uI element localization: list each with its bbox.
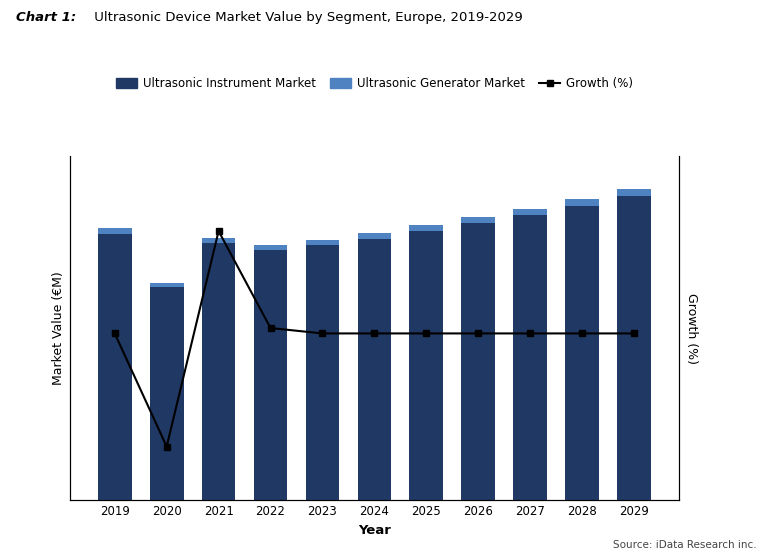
Growth (%) [370,330,379,337]
Bar [306,245,339,500]
Bar [566,199,599,206]
Growth (%) [317,330,327,337]
Bar [150,287,183,500]
Text: Source: iData Research inc.: Source: iData Research inc. [613,540,757,550]
Bar [617,189,651,196]
Growth (%) [629,330,639,337]
Bar [513,215,547,500]
X-axis label: Year: Year [358,524,391,537]
Y-axis label: Growth (%): Growth (%) [685,292,698,364]
Line: Growth (%): Growth (%) [112,228,637,450]
Growth (%) [266,325,275,331]
Bar [462,223,495,500]
Legend: Ultrasonic Instrument Market, Ultrasonic Generator Market, Growth (%): Ultrasonic Instrument Market, Ultrasonic… [111,73,638,95]
Bar [202,238,236,244]
Bar [98,229,132,234]
Bar [410,231,443,500]
Growth (%) [473,330,483,337]
Growth (%) [110,330,119,337]
Bar [357,239,392,500]
Growth (%) [162,443,172,450]
Growth (%) [577,330,587,337]
Text: Chart 1:: Chart 1: [16,11,76,24]
Growth (%) [422,330,431,337]
Bar [202,244,236,500]
Y-axis label: Market Value (€M): Market Value (€M) [51,271,65,385]
Text: Ultrasonic Device Market Value by Segment, Europe, 2019-2029: Ultrasonic Device Market Value by Segmen… [90,11,523,24]
Bar [617,196,651,500]
Bar [462,217,495,223]
Bar [566,206,599,500]
Bar [306,240,339,245]
Bar [98,234,132,500]
Bar [254,250,287,500]
Bar [150,283,183,287]
Growth (%) [214,228,223,235]
Growth (%) [526,330,535,337]
Bar [357,233,392,239]
Bar [410,225,443,231]
Bar [254,245,287,250]
Bar [513,208,547,215]
